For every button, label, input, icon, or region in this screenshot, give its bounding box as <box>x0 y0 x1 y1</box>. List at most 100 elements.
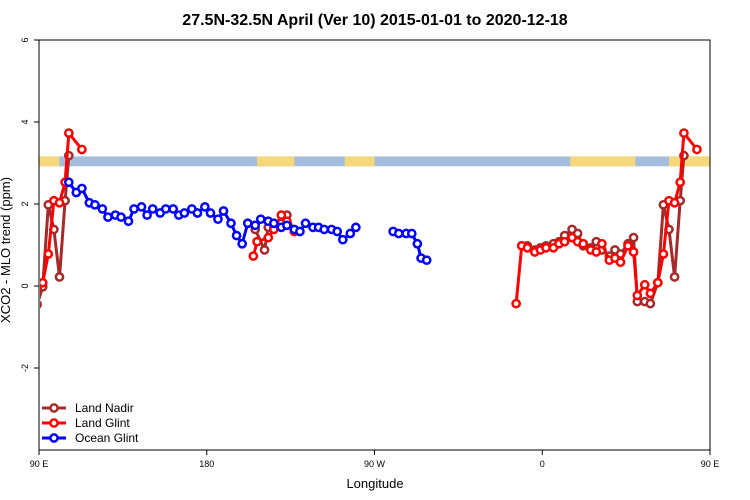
data-point <box>200 202 210 212</box>
legend-item: Land Nadir <box>42 401 134 415</box>
data-point <box>218 206 229 216</box>
data-point <box>406 228 417 239</box>
data-point <box>242 218 253 229</box>
data-point <box>136 202 147 212</box>
data-point <box>237 238 248 249</box>
x-tick-label: 180 <box>199 459 214 469</box>
x-axis-label: Longitude <box>346 476 403 491</box>
data-point <box>345 228 356 239</box>
data-point <box>597 238 607 249</box>
data-point <box>615 257 626 268</box>
data-point <box>263 232 274 243</box>
data-point <box>623 240 633 251</box>
x-tick-label: 90 E <box>30 459 49 469</box>
data-point <box>559 236 570 247</box>
data-point <box>628 232 639 243</box>
legend-label: Land Glint <box>75 416 130 430</box>
data-point <box>250 220 261 231</box>
data-point <box>77 144 87 155</box>
legend-swatch-marker <box>49 403 59 413</box>
x-tick-label: 0 <box>540 459 545 469</box>
data-point <box>43 249 54 259</box>
legend-swatch-marker <box>49 418 59 428</box>
data-point <box>337 234 348 245</box>
land-segment <box>570 156 636 167</box>
data-point <box>97 204 108 214</box>
data-point <box>295 226 305 237</box>
data-point <box>179 208 190 218</box>
data-point <box>116 212 126 222</box>
data-point <box>276 210 287 220</box>
data-point <box>259 245 270 255</box>
x-tick-label: 90 W <box>364 459 386 469</box>
data-point <box>54 197 65 208</box>
land-segment <box>668 156 710 167</box>
y-tick-label: 0 <box>20 283 30 288</box>
axes: 90 E 180 90 W 0 90 E -2 0 2 4 6 <box>20 37 719 469</box>
data-point <box>669 272 680 282</box>
data-point <box>658 249 669 259</box>
data-point <box>639 279 650 290</box>
data-point <box>652 277 663 288</box>
data-point <box>40 300 42 309</box>
data-point <box>692 144 702 155</box>
series-2 <box>28 128 702 309</box>
data-point <box>255 214 266 225</box>
data-point <box>628 247 639 257</box>
legend-item: Land Glint <box>42 416 130 430</box>
data-point <box>160 204 171 214</box>
data-point <box>123 216 134 227</box>
data-point <box>679 128 689 138</box>
data-point <box>90 199 100 210</box>
legend-swatch-marker <box>49 433 59 443</box>
data-point <box>63 128 74 138</box>
data-point <box>28 289 35 296</box>
data-point <box>54 272 65 282</box>
plot-frame <box>38 39 711 451</box>
data-point <box>645 298 656 309</box>
data-point <box>142 210 152 220</box>
data-point <box>28 301 35 308</box>
land-segment <box>257 156 295 167</box>
data-point <box>282 220 292 231</box>
data-point <box>578 238 589 249</box>
y-axis-label: XCO2 - MLO trend (ppm) <box>0 177 13 323</box>
data-point <box>351 222 361 233</box>
data-point <box>319 224 330 235</box>
data-point <box>541 243 551 253</box>
data-point <box>213 214 223 225</box>
data-point <box>412 238 423 249</box>
data-point <box>248 251 259 261</box>
data-point <box>103 212 113 222</box>
data-point <box>252 236 262 247</box>
data-point <box>511 298 522 309</box>
data-point <box>669 197 680 208</box>
land-segment <box>39 156 60 167</box>
data-point <box>300 218 311 229</box>
y-tick-label: -2 <box>20 364 30 372</box>
data-point <box>231 230 242 241</box>
x-tick-label: 90 E <box>701 459 720 469</box>
data-point <box>393 228 404 239</box>
series-group <box>28 128 702 309</box>
data-point <box>147 204 158 214</box>
data-point <box>332 226 343 237</box>
data-point <box>129 204 139 214</box>
data-point <box>63 177 74 188</box>
land-ocean-strip <box>39 156 710 167</box>
series-3 <box>63 177 432 266</box>
data-point <box>421 255 432 266</box>
data-point <box>675 177 686 188</box>
legend-item: Ocean Glint <box>42 431 139 445</box>
legend-label: Ocean Glint <box>75 431 139 445</box>
data-point <box>226 218 236 229</box>
data-point <box>522 243 533 253</box>
chart-title: 27.5N-32.5N April (Ver 10) 2015-01-01 to… <box>182 12 568 29</box>
data-point <box>168 204 179 214</box>
data-point <box>591 247 602 257</box>
data-point <box>632 290 643 301</box>
data-point <box>40 277 48 288</box>
y-tick-label: 2 <box>20 201 30 206</box>
